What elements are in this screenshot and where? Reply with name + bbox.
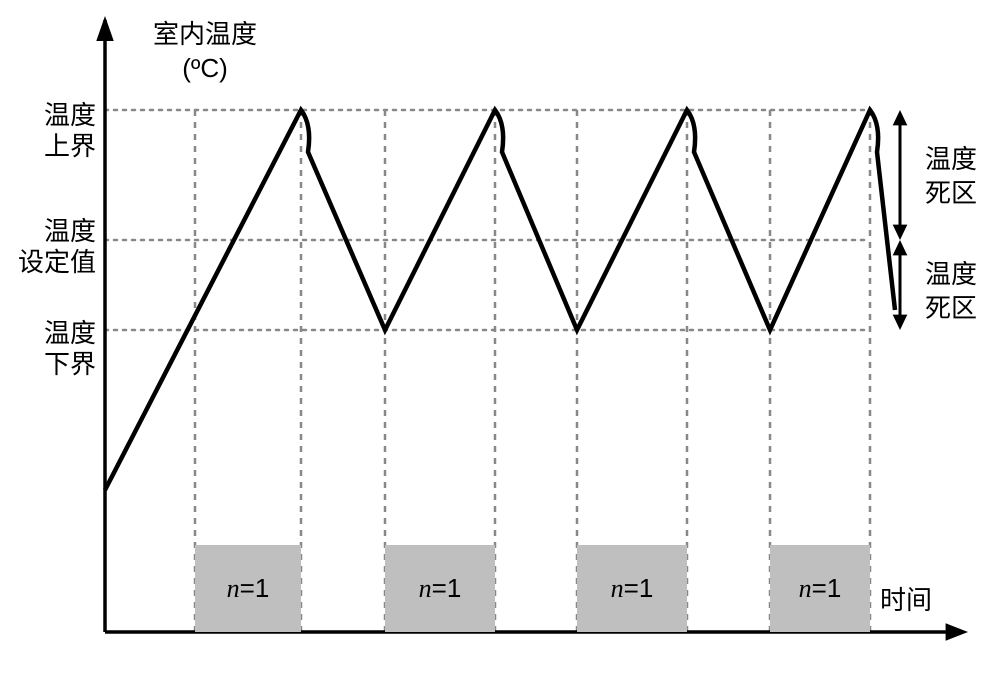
right-label-deadband-lower: 温度 死区 (925, 258, 977, 326)
chart-container: 室内温度 (ºC) 温度 上界 温度 设定值 温度 下界 时间 温度 死区 温度… (0, 0, 1000, 677)
n-equals-value: =1 (624, 573, 654, 604)
x-axis-label: 时间 (880, 580, 932, 617)
n-variable: n (611, 574, 624, 604)
on-interval-box: n=1 (385, 545, 495, 632)
right-label-deadband-upper: 温度 死区 (925, 143, 977, 211)
y-axis-title: 室内温度 (ºC) (130, 18, 280, 86)
n-equals-value: =1 (812, 573, 842, 604)
n-variable: n (227, 574, 240, 604)
on-interval-box: n=1 (770, 545, 870, 632)
on-interval-box: n=1 (577, 545, 687, 632)
n-equals-value: =1 (240, 573, 270, 604)
y-axis-title-line2: (ºC) (182, 53, 228, 83)
y-label-setpoint: 温度 设定值 (6, 216, 96, 278)
y-axis-title-line1: 室内温度 (153, 19, 257, 49)
n-equals-value: =1 (432, 573, 462, 604)
y-label-lower: 温度 下界 (6, 318, 96, 380)
y-label-upper: 温度 上界 (6, 100, 96, 162)
on-interval-box: n=1 (195, 545, 301, 632)
n-variable: n (419, 574, 432, 604)
n-variable: n (799, 574, 812, 604)
